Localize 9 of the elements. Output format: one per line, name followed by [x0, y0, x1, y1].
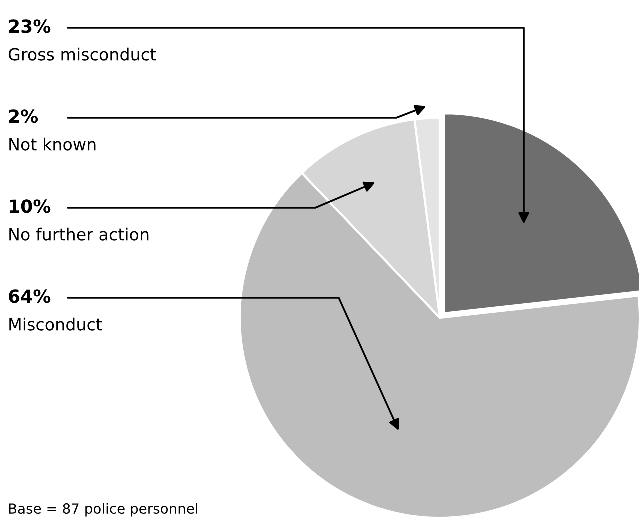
data-label: 2% — [9, 110, 38, 124]
slice-label: Gross misconduct — [8, 48, 156, 61]
data-label: 23% — [9, 20, 51, 34]
text: Base = 87 police personnel — [9, 503, 198, 517]
data-label: 10% — [10, 200, 51, 214]
slice-label: Misconduct — [10, 318, 102, 331]
slice-label: Not known — [10, 138, 96, 151]
data-label: 64% — [9, 290, 51, 304]
slice-label: No further action — [10, 228, 149, 241]
